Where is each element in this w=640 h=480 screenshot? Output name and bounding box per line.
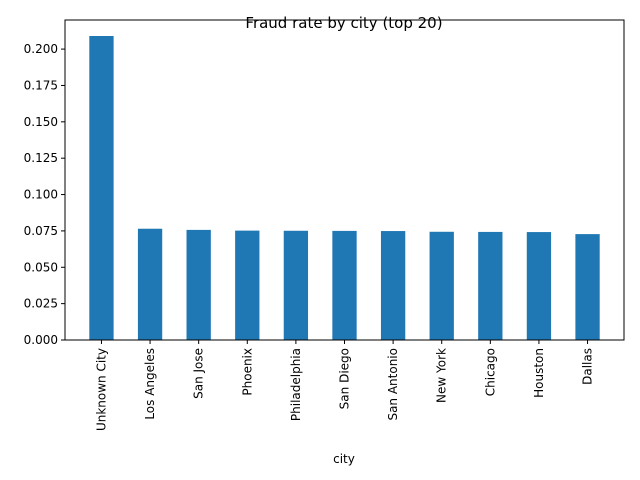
x-tick-label: New York [435, 348, 449, 403]
plot-frame [64, 19, 625, 341]
bar-houston [526, 232, 552, 340]
bar-san-jose [186, 229, 211, 340]
bar-unknown-city [89, 36, 114, 340]
y-tick-label: 0.200 [24, 42, 58, 56]
x-tick-label: Philadelphia [289, 348, 303, 421]
x-tick-label: San Jose [192, 348, 206, 399]
x-tick-label: San Antonio [386, 348, 400, 421]
x-tick-label: Chicago [483, 348, 497, 396]
bar-san-diego [332, 230, 357, 340]
bar-philadelphia [283, 230, 309, 340]
chart-title: Fraud rate by city (top 20) [245, 14, 442, 32]
y-tick-label: 0.050 [24, 260, 58, 274]
bar-dallas [575, 234, 600, 340]
y-tick-label: 0.100 [24, 188, 58, 202]
bar-chicago [478, 231, 503, 340]
x-tick-label: Los Angeles [143, 348, 157, 420]
y-tick-label: 0.175 [24, 78, 58, 92]
bar-san-antonio [380, 231, 406, 340]
y-tick-label: 0.150 [24, 115, 58, 129]
y-tick-label: 0.025 [24, 297, 58, 311]
x-tick-label: San Diego [338, 348, 352, 409]
y-axis-ticks: 0.000 0.025 0.050 0.075 0.100 0.125 0.150 0.175… [24, 42, 65, 347]
x-axis-label: city [333, 452, 355, 466]
x-tick-label: Phoenix [240, 348, 254, 396]
bar-new-york [429, 231, 454, 340]
y-tick-label: 0.125 [24, 151, 58, 165]
x-tick-label: Houston [532, 348, 546, 398]
bars-group [89, 36, 600, 340]
bar-los-angeles [137, 228, 163, 340]
y-tick-label: 0.075 [24, 224, 58, 238]
x-axis-ticks: Unknown City Los Angeles San Jose Phoenix Ph… [94, 340, 595, 431]
x-tick-label: Unknown City [94, 348, 108, 431]
x-tick-label: Dallas [581, 348, 595, 385]
bar-phoenix [235, 230, 260, 340]
y-tick-label: 0.000 [24, 333, 58, 347]
